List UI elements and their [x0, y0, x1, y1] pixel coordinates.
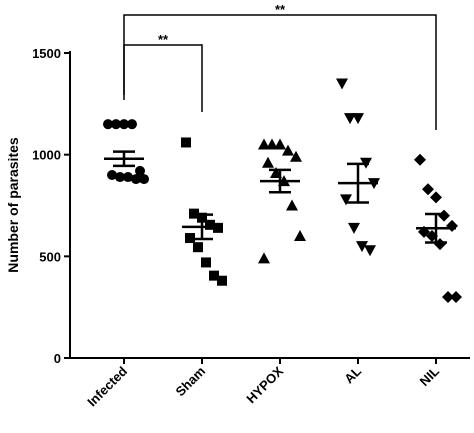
point [258, 252, 270, 264]
point [344, 113, 356, 125]
point [446, 219, 458, 232]
point [119, 119, 129, 130]
point [139, 174, 149, 185]
y-tick-label: 0 [54, 351, 61, 366]
y-axis-label: Number of parasites [5, 137, 21, 273]
x-tick-label: AL [341, 363, 364, 386]
significance-label: ** [158, 32, 169, 47]
significance-label: ** [275, 2, 286, 17]
x-tick-label: Sham [172, 364, 208, 400]
point [103, 119, 113, 130]
point [209, 270, 219, 281]
y-tick-label: 1000 [32, 148, 61, 163]
point [290, 150, 302, 162]
point [181, 137, 191, 148]
point [135, 165, 145, 176]
significance-bracket [123, 44, 203, 112]
point [356, 241, 368, 253]
point [123, 172, 133, 183]
point [262, 156, 274, 168]
point [348, 222, 360, 234]
y-tick-label: 1500 [32, 46, 61, 61]
point [127, 119, 137, 130]
x-tick-label: Infected [84, 363, 130, 409]
point [266, 138, 278, 150]
point [336, 78, 348, 90]
point [193, 242, 203, 253]
point [185, 233, 195, 244]
point [131, 174, 141, 185]
point [294, 230, 306, 241]
point [282, 144, 294, 156]
point [217, 275, 227, 286]
point [107, 170, 117, 180]
point [414, 153, 426, 166]
point [364, 245, 376, 257]
point [258, 138, 270, 150]
point [352, 113, 364, 125]
point [111, 119, 121, 130]
point [430, 191, 442, 204]
point [422, 183, 434, 196]
point [115, 172, 125, 183]
x-tick-label: NIL [417, 363, 442, 388]
point [442, 291, 454, 303]
point [340, 194, 352, 206]
y-tick-label: 500 [39, 249, 61, 264]
point [286, 199, 298, 211]
point [205, 219, 215, 230]
point [438, 209, 450, 222]
x-tick-label: HYPOX [243, 363, 286, 406]
point [201, 257, 211, 268]
significance-bracket [123, 14, 437, 130]
point [450, 291, 462, 303]
point [274, 138, 286, 150]
